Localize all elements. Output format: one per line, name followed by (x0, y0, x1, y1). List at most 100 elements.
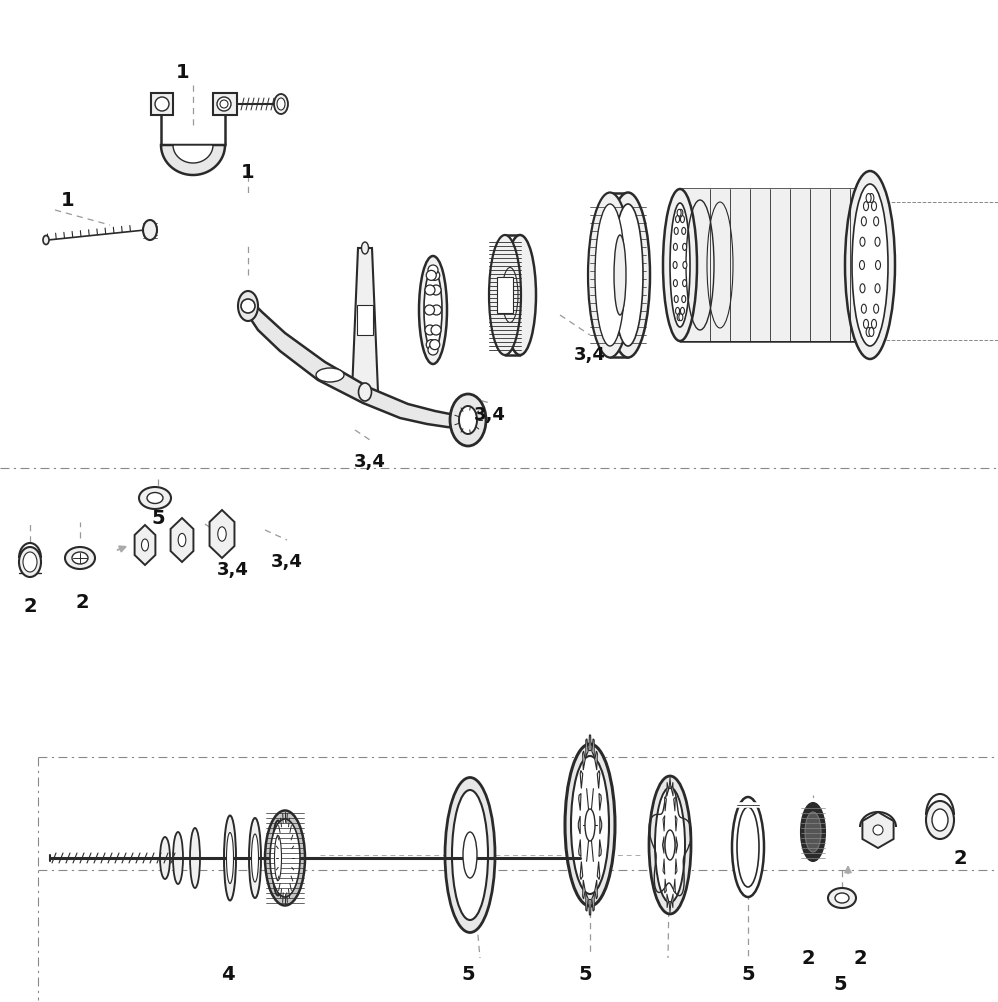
Ellipse shape (585, 809, 595, 841)
Ellipse shape (860, 237, 865, 246)
Ellipse shape (873, 825, 883, 835)
Polygon shape (669, 902, 671, 913)
Ellipse shape (358, 383, 371, 401)
Ellipse shape (139, 487, 171, 509)
Ellipse shape (866, 328, 871, 337)
Polygon shape (680, 189, 870, 341)
Ellipse shape (861, 305, 866, 314)
Polygon shape (586, 893, 588, 911)
Ellipse shape (860, 284, 865, 293)
Ellipse shape (835, 893, 849, 903)
Text: 3,4: 3,4 (574, 346, 606, 364)
Ellipse shape (665, 830, 675, 860)
Polygon shape (665, 879, 667, 893)
Ellipse shape (588, 192, 632, 358)
Ellipse shape (801, 803, 825, 861)
Polygon shape (589, 900, 591, 915)
Ellipse shape (504, 235, 536, 355)
Text: 2: 2 (75, 592, 89, 611)
Ellipse shape (871, 320, 876, 329)
Ellipse shape (859, 261, 864, 270)
Polygon shape (862, 812, 893, 848)
Polygon shape (674, 879, 676, 893)
Polygon shape (352, 248, 378, 392)
Polygon shape (663, 816, 665, 832)
Ellipse shape (452, 790, 488, 920)
Polygon shape (676, 816, 677, 832)
Polygon shape (579, 794, 581, 811)
Polygon shape (497, 277, 513, 313)
Circle shape (428, 345, 438, 355)
Circle shape (430, 271, 440, 281)
Polygon shape (580, 862, 583, 880)
Polygon shape (592, 738, 594, 757)
Ellipse shape (674, 280, 678, 287)
Ellipse shape (43, 235, 49, 244)
Polygon shape (672, 783, 673, 797)
Circle shape (431, 285, 441, 295)
Ellipse shape (595, 204, 625, 346)
Text: 1: 1 (61, 190, 75, 209)
Ellipse shape (845, 171, 895, 359)
Ellipse shape (875, 284, 880, 293)
Polygon shape (248, 298, 468, 428)
Ellipse shape (72, 552, 88, 564)
Text: 5: 5 (833, 976, 847, 995)
Text: 2: 2 (853, 949, 867, 968)
Ellipse shape (926, 801, 954, 839)
Ellipse shape (861, 216, 866, 225)
Text: 5: 5 (578, 966, 592, 985)
Ellipse shape (272, 821, 284, 896)
Polygon shape (669, 777, 671, 789)
Ellipse shape (737, 807, 759, 887)
Text: 3,4: 3,4 (271, 553, 303, 571)
Ellipse shape (875, 237, 880, 246)
Ellipse shape (419, 256, 447, 364)
Ellipse shape (606, 192, 650, 358)
Polygon shape (599, 840, 602, 857)
Ellipse shape (613, 204, 643, 346)
Ellipse shape (670, 203, 690, 327)
Text: 2: 2 (801, 949, 814, 968)
Text: 1: 1 (242, 162, 254, 181)
Ellipse shape (147, 493, 163, 503)
Ellipse shape (869, 193, 874, 202)
Ellipse shape (674, 243, 678, 250)
Polygon shape (674, 797, 676, 812)
Ellipse shape (683, 243, 687, 250)
Polygon shape (357, 305, 373, 335)
Ellipse shape (459, 406, 477, 434)
Polygon shape (210, 510, 235, 558)
Ellipse shape (274, 94, 288, 114)
Ellipse shape (863, 320, 868, 329)
Polygon shape (578, 816, 580, 834)
Circle shape (431, 305, 441, 315)
Ellipse shape (663, 189, 697, 341)
Ellipse shape (218, 527, 227, 541)
Ellipse shape (655, 788, 685, 903)
Text: 1: 1 (177, 62, 190, 81)
Ellipse shape (270, 819, 300, 897)
Ellipse shape (160, 837, 170, 879)
Ellipse shape (361, 242, 368, 254)
Text: 2: 2 (23, 596, 37, 615)
Ellipse shape (19, 547, 41, 577)
Ellipse shape (678, 314, 682, 321)
Ellipse shape (732, 797, 764, 897)
Ellipse shape (679, 209, 683, 216)
Ellipse shape (873, 216, 878, 225)
Polygon shape (583, 752, 585, 771)
Ellipse shape (143, 220, 157, 240)
Ellipse shape (238, 291, 258, 321)
Ellipse shape (679, 314, 683, 321)
Polygon shape (579, 840, 581, 857)
Text: 4: 4 (222, 966, 235, 985)
Ellipse shape (676, 215, 680, 222)
Polygon shape (161, 145, 225, 175)
Ellipse shape (450, 394, 486, 446)
Polygon shape (213, 93, 237, 115)
Ellipse shape (682, 296, 686, 303)
Ellipse shape (489, 235, 521, 355)
Circle shape (430, 340, 440, 350)
Ellipse shape (265, 811, 305, 906)
